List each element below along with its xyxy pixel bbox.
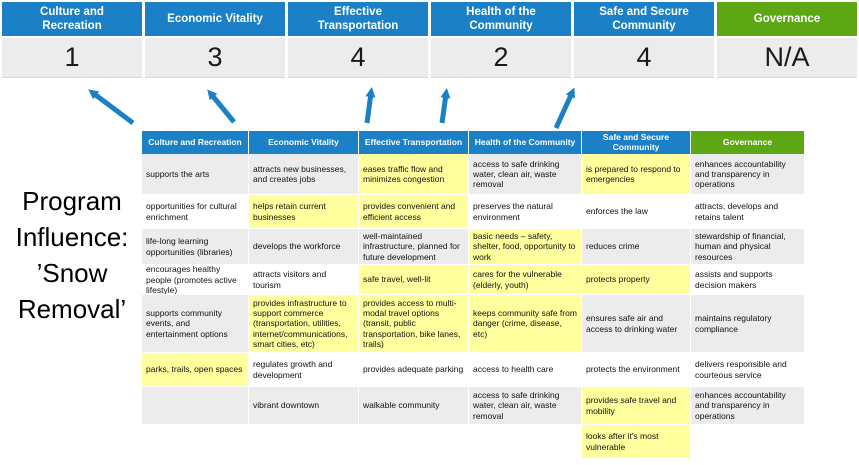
up-arrow-icon [553, 87, 575, 130]
table-row: looks after it's most vulnerable [142, 425, 805, 459]
priority-score-effective-transportation: 4 [288, 38, 428, 78]
table-cell [142, 425, 249, 459]
table-cell: provides convenient and efficient access [359, 195, 469, 229]
matrix-column-header-governance: Governance [691, 131, 805, 154]
priority-header-effective-transportation: Effective Transportation [288, 2, 428, 36]
table-cell [469, 425, 582, 459]
table-cell: provides access to multi-modal travel op… [359, 295, 469, 353]
table-cell: access to health care [469, 353, 582, 387]
table-cell: enforces the law [582, 195, 691, 229]
table-cell: attracts, develops and retains talent [691, 195, 805, 229]
matrix-column-header-health-of-the-community: Health of the Community [469, 131, 582, 154]
table-cell: delivers responsible and courteous servi… [691, 353, 805, 387]
table-cell: attracts visitors and tourism [249, 265, 359, 295]
matrix-header: Culture and Recreation Economic Vitality E… [142, 131, 805, 154]
page-title: Program Influence: ’Snow Removal’ [15, 186, 129, 324]
priority-header-culture-and-recreation: Culture and Recreation [2, 2, 142, 36]
up-arrow-icon [88, 89, 135, 125]
priority-header-governance: Governance [717, 2, 857, 36]
table-cell: access to safe drinking water, clean air… [469, 387, 582, 425]
table-cell: safe travel, well-lit [359, 265, 469, 295]
table-cell: stewardship of financial, human and phys… [691, 229, 805, 265]
table-cell: attracts new businesses, and creates job… [249, 154, 359, 195]
table-cell: basic needs – safety, shelter, food, opp… [469, 229, 582, 265]
table-cell: provides safe travel and mobility [582, 387, 691, 425]
table-cell [359, 425, 469, 459]
matrix-column-header-culture-and-recreation: Culture and Recreation [142, 131, 249, 154]
table-cell: regulates growth and development [249, 353, 359, 387]
priority-header-economic-vitality: Economic Vitality [145, 2, 285, 36]
priority-score-governance: N/A [717, 38, 857, 78]
table-cell: provides adequate parking [359, 353, 469, 387]
table-cell [691, 425, 805, 459]
table-cell [249, 425, 359, 459]
priority-header-safe-and-secure-community: Safe and Secure Community [574, 2, 714, 36]
table-row: life-long learning opportunities (librar… [142, 229, 805, 265]
scores-row: 1 3 4 2 4 N/A [2, 38, 857, 78]
table-cell: encourages healthy people (promotes acti… [142, 265, 249, 295]
table-cell: supports the arts [142, 154, 249, 195]
matrix-column-header-safe-and-secure-community: Safe and Secure Community [582, 131, 691, 154]
table-row: encourages healthy people (promotes acti… [142, 265, 805, 295]
table-cell: vibrant downtown [249, 387, 359, 425]
priority-header-health-of-the-community: Health of the Community [431, 2, 571, 36]
table-cell: protects property [582, 265, 691, 295]
table-cell: keeps community safe from danger (crime,… [469, 295, 582, 353]
table-cell: assists and supports decision makers [691, 265, 805, 295]
table-cell: provides infrastructure to support comme… [249, 295, 359, 353]
table-cell: develops the workforce [249, 229, 359, 265]
matrix-column-header-effective-transportation: Effective Transportation [359, 131, 469, 154]
table-cell: reduces crime [582, 229, 691, 265]
table-cell: walkable community [359, 387, 469, 425]
table-cell: life-long learning opportunities (librar… [142, 229, 249, 265]
priority-score-health-of-the-community: 2 [431, 38, 571, 78]
matrix-body: supports the arts attracts new businesses… [142, 154, 805, 459]
table-cell: access to safe drinking water, clean air… [469, 154, 582, 195]
table-cell: eases traffic flow and minimizes congest… [359, 154, 469, 195]
matrix-column-header-economic-vitality: Economic Vitality [249, 131, 359, 154]
priorities-banner: Culture and Recreation Economic Vitality E… [2, 2, 857, 36]
up-arrow-icon [207, 89, 236, 124]
table-cell: ensures safe air and access to drinking … [582, 295, 691, 353]
table-cell: parks, trails, open spaces [142, 353, 249, 387]
table-cell: supports community events, and entertain… [142, 295, 249, 353]
table-row: vibrant downtown walkable community access… [142, 387, 805, 425]
influence-matrix: Culture and Recreation Economic Vitality E… [142, 131, 805, 459]
table-row: supports community events, and entertain… [142, 295, 805, 353]
priority-score-safe-and-secure-community: 4 [574, 38, 714, 78]
priority-score-culture-and-recreation: 1 [2, 38, 142, 78]
table-cell: looks after it's most vulnerable [582, 425, 691, 459]
table-cell: enhances accountability and transparency… [691, 154, 805, 195]
table-cell: helps retain current businesses [249, 195, 359, 229]
table-row: parks, trails, open spaces regulates grow… [142, 353, 805, 387]
table-cell: well-maintained infrastructure, planned … [359, 229, 469, 265]
table-cell: cares for the vulnerable (elderly, youth… [469, 265, 582, 295]
table-cell: preserves the natural environment [469, 195, 582, 229]
table-row: supports the arts attracts new businesses… [142, 154, 805, 195]
up-arrow-icon [439, 88, 451, 124]
table-cell: is prepared to respond to emergencies [582, 154, 691, 195]
table-cell: protects the environment [582, 353, 691, 387]
table-cell: opportunities for cultural enrichment [142, 195, 249, 229]
table-cell [142, 387, 249, 425]
up-arrow-icon [364, 87, 376, 124]
table-row: opportunities for cultural enrichment hel… [142, 195, 805, 229]
table-cell: enhances accountability and transparency… [691, 387, 805, 425]
table-cell: maintains regulatory compliance [691, 295, 805, 353]
priority-score-economic-vitality: 3 [145, 38, 285, 78]
